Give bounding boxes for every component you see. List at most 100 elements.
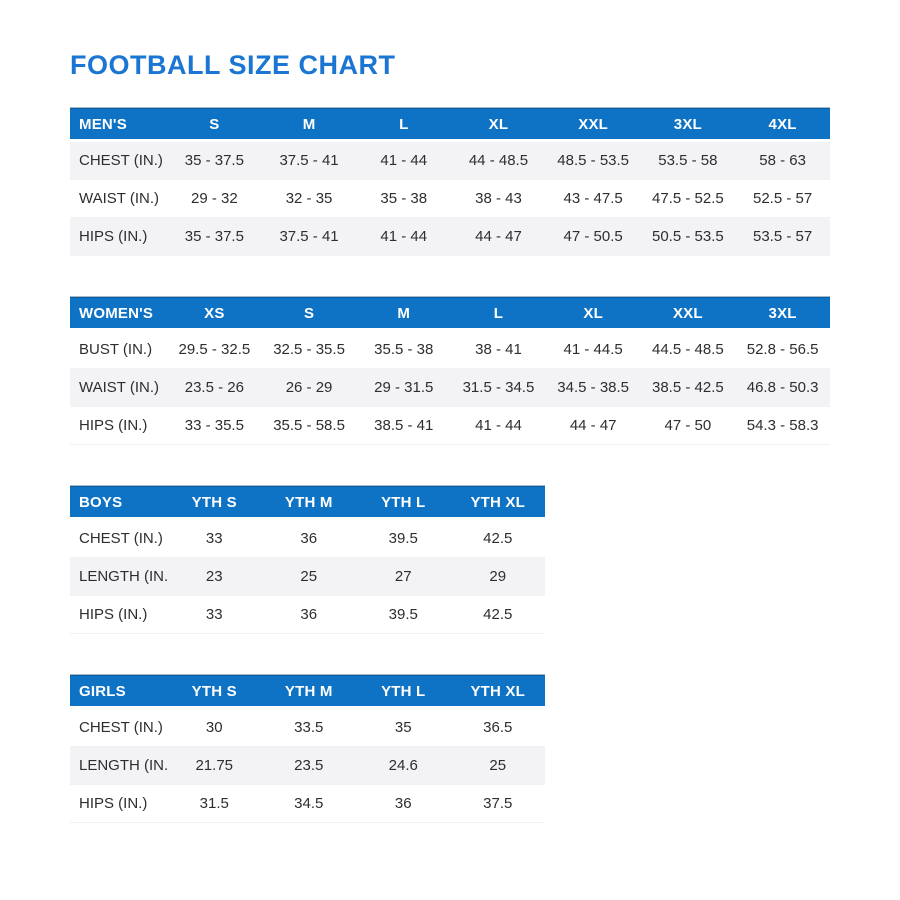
mens-size-column-header: S	[167, 107, 262, 142]
page-title: FOOTBALL SIZE CHART	[70, 50, 396, 80]
size-cell: 39.5	[356, 518, 451, 558]
size-cell: 48.5 - 53.5	[545, 140, 641, 180]
size-cell: 34.5	[261, 784, 356, 823]
size-cell: 33.5	[261, 707, 356, 747]
size-cell: 41 - 44	[451, 406, 546, 445]
womens-size-table: WOMEN'S XS S M L XL XXL 3XL BUST (IN.) 29.5 - 32.…	[70, 296, 830, 445]
size-cell: 44 - 47	[545, 406, 641, 445]
size-cell: 32.5 - 35.5	[261, 329, 357, 369]
mens-header-row: MEN'S S M L XL XXL 3XL 4XL	[70, 107, 830, 142]
table-row: BUST (IN.) 29.5 - 32.5 32.5 - 35.5 35.5 - 3…	[70, 329, 830, 369]
mens-size-column-header: 3XL	[640, 107, 736, 142]
girls-size-column-header: YTH XL	[450, 674, 545, 709]
boys-size-column-header: YTH S	[167, 485, 262, 520]
size-cell: 52.8 - 56.5	[735, 329, 830, 369]
table-row: HIPS (IN.) 31.5 34.5 36 37.5	[70, 784, 545, 823]
table-row: WAIST (IN.) 29 - 32 32 - 35 35 - 38 38 - 43 4…	[70, 179, 830, 218]
girls-table-title: GIRLS	[70, 674, 167, 709]
girls-size-column-header: YTH L	[356, 674, 451, 709]
size-cell: 33 - 35.5	[167, 406, 262, 445]
size-cell: 29 - 31.5	[356, 368, 452, 407]
size-cell: 52.5 - 57	[735, 179, 830, 218]
boys-size-column-header: YTH L	[356, 485, 451, 520]
size-cell: 26 - 29	[261, 368, 357, 407]
table-row: HIPS (IN.) 33 36 39.5 42.5	[70, 595, 545, 634]
size-cell: 47 - 50	[640, 406, 736, 445]
womens-size-column-header: XL	[545, 296, 641, 331]
size-cell: 46.8 - 50.3	[735, 368, 830, 407]
size-cell: 29	[450, 557, 545, 596]
size-cell: 35 - 37.5	[167, 217, 262, 256]
womens-size-column-header: XS	[167, 296, 262, 331]
womens-size-column-header: M	[356, 296, 452, 331]
size-cell: 34.5 - 38.5	[545, 368, 641, 407]
size-cell: 27	[356, 557, 451, 596]
size-cell: 42.5	[450, 518, 545, 558]
size-cell: 53.5 - 57	[735, 217, 830, 256]
boys-size-column-header: YTH M	[261, 485, 356, 520]
size-cell: 38.5 - 41	[356, 406, 452, 445]
mens-size-column-header: M	[261, 107, 357, 142]
row-label: CHEST (IN.)	[70, 518, 167, 558]
size-cell: 29.5 - 32.5	[167, 329, 262, 369]
mens-size-column-header: L	[356, 107, 452, 142]
table-row: CHEST (IN.) 33 36 39.5 42.5	[70, 518, 545, 558]
size-cell: 33	[167, 595, 262, 634]
size-cell: 37.5	[450, 784, 545, 823]
mens-table-title: MEN'S	[70, 107, 167, 142]
mens-size-column-header: XXL	[545, 107, 641, 142]
size-cell: 25	[450, 746, 545, 785]
size-cell: 39.5	[356, 595, 451, 634]
size-cell: 21.75	[167, 746, 262, 785]
row-label: WAIST (IN.)	[70, 179, 167, 218]
size-cell: 35	[356, 707, 451, 747]
row-label: WAIST (IN.)	[70, 368, 167, 407]
mens-size-table: MEN'S S M L XL XXL 3XL 4XL CHEST (IN.) 35 - 37.5 3…	[70, 107, 830, 256]
table-row: CHEST (IN.) 35 - 37.5 37.5 - 41 41 - 44 44 -…	[70, 140, 830, 180]
girls-header-row: GIRLS YTH S YTH M YTH L YTH XL	[70, 674, 545, 709]
size-cell: 35 - 37.5	[167, 140, 262, 180]
size-cell: 44.5 - 48.5	[640, 329, 736, 369]
row-label: LENGTH (IN.)	[70, 746, 167, 785]
size-cell: 35.5 - 38	[356, 329, 452, 369]
table-row: WAIST (IN.) 23.5 - 26 26 - 29 29 - 31.5 31.5…	[70, 368, 830, 407]
row-label: HIPS (IN.)	[70, 784, 167, 823]
womens-header-row: WOMEN'S XS S M L XL XXL 3XL	[70, 296, 830, 331]
girls-size-column-header: YTH S	[167, 674, 262, 709]
table-row: LENGTH (IN.) 23 25 27 29	[70, 557, 545, 596]
size-cell: 47.5 - 52.5	[640, 179, 736, 218]
size-cell: 44 - 47	[451, 217, 546, 256]
table-row: HIPS (IN.) 35 - 37.5 37.5 - 41 41 - 44 44 - …	[70, 217, 830, 256]
size-cell: 36	[261, 518, 356, 558]
row-label: HIPS (IN.)	[70, 406, 167, 445]
size-cell: 54.3 - 58.3	[735, 406, 830, 445]
womens-table-title: WOMEN'S	[70, 296, 167, 331]
size-cell: 58 - 63	[735, 140, 830, 180]
size-cell: 41 - 44	[356, 140, 452, 180]
boys-size-table: BOYS YTH S YTH M YTH L YTH XL CHEST (IN.) 33 36…	[70, 485, 545, 634]
size-cell: 30	[167, 707, 262, 747]
size-cell: 23.5	[261, 746, 356, 785]
womens-size-column-header: S	[261, 296, 357, 331]
girls-size-column-header: YTH M	[261, 674, 356, 709]
boys-table-title: BOYS	[70, 485, 167, 520]
size-cell: 36.5	[450, 707, 545, 747]
size-cell: 31.5	[167, 784, 262, 823]
size-cell: 43 - 47.5	[545, 179, 641, 218]
girls-size-table: GIRLS YTH S YTH M YTH L YTH XL CHEST (IN.) 30 3…	[70, 674, 545, 823]
size-cell: 32 - 35	[261, 179, 357, 218]
size-cell: 38 - 43	[451, 179, 546, 218]
row-label: HIPS (IN.)	[70, 217, 167, 256]
womens-size-column-header: L	[451, 296, 546, 331]
table-row: LENGTH (IN.) 21.75 23.5 24.6 25	[70, 746, 545, 785]
mens-size-column-header: XL	[451, 107, 546, 142]
boys-size-column-header: YTH XL	[450, 485, 545, 520]
size-tables-container: MEN'S S M L XL XXL 3XL 4XL CHEST (IN.) 35 - 37.5 3…	[70, 107, 830, 823]
size-cell: 38.5 - 42.5	[640, 368, 736, 407]
boys-header-row: BOYS YTH S YTH M YTH L YTH XL	[70, 485, 545, 520]
size-cell: 50.5 - 53.5	[640, 217, 736, 256]
size-cell: 29 - 32	[167, 179, 262, 218]
size-cell: 24.6	[356, 746, 451, 785]
row-label: LENGTH (IN.)	[70, 557, 167, 596]
row-label: CHEST (IN.)	[70, 707, 167, 747]
